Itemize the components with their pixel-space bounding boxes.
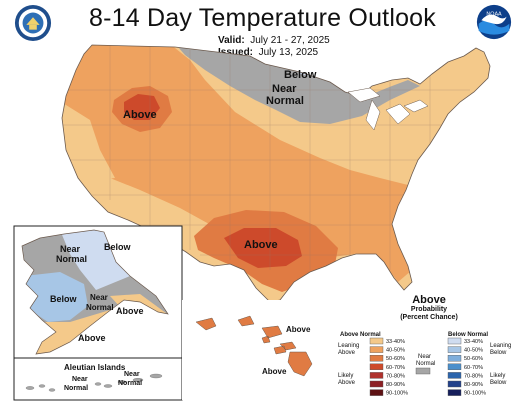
map-title: 8-14 Day Temperature Outlook xyxy=(89,4,436,32)
label-near-north-1: Near xyxy=(272,83,297,95)
label-alaska-near-s-1: Near xyxy=(90,293,108,302)
hawaii-outline xyxy=(195,315,313,377)
legend-above-range-4: 70-80% xyxy=(386,373,405,379)
legend-likely-above-2: Above xyxy=(338,380,356,386)
legend-below-swatch-3 xyxy=(447,363,462,371)
region-above-60-70-south xyxy=(224,228,302,268)
alaska-region-below-sw xyxy=(22,272,88,322)
alaska-outline xyxy=(21,229,169,355)
label-above-west: Above xyxy=(123,109,157,121)
legend-above-swatch-2 xyxy=(369,355,384,362)
hawaii-inset-frame xyxy=(182,300,332,400)
legend-subtitle-2: (Percent Chance) xyxy=(400,314,458,321)
label-aleutian-near-1: Near xyxy=(72,376,88,383)
legend-below-range-6: 90-100% xyxy=(464,391,486,397)
legend-above-range-6: 90-100% xyxy=(386,391,408,397)
valid-dates: July 21 - 27, 2025 xyxy=(250,35,330,46)
legend-above-swatch-3 xyxy=(369,363,384,371)
label-alaska-near-2: Normal xyxy=(56,254,87,264)
legend-leaning-above-2: Above xyxy=(338,350,356,356)
legend-below-swatch-2 xyxy=(447,355,462,362)
aleutian-islands xyxy=(25,373,163,392)
legend-near-normal-1: Near xyxy=(418,354,432,360)
legend-below-range-5: 80-90% xyxy=(464,382,483,388)
legend-below-range-4: 70-80% xyxy=(464,373,483,379)
legend-swatch-near-normal xyxy=(415,367,431,375)
legend: Above Probability (Percent Chance) 33-40… xyxy=(336,294,522,402)
region-near-normal-north xyxy=(172,45,420,124)
legend-below-swatch-6 xyxy=(447,389,462,396)
label-aleutian-title: Aleutian Islands xyxy=(64,363,126,372)
label-near-north-2: Normal xyxy=(266,95,304,107)
legend-above-header: Above Normal xyxy=(340,332,381,338)
noaa-logo-icon: NOAA xyxy=(476,4,512,40)
region-above-60-70-west xyxy=(124,94,160,120)
label-aleutian-near-2: Normal xyxy=(64,385,88,392)
legend-below-header: Below Normal xyxy=(448,332,489,338)
legend-above-range-2: 50-60% xyxy=(386,356,405,362)
legend-above-range-5: 80-90% xyxy=(386,382,405,388)
legend-near-normal-2: Normal xyxy=(416,361,436,367)
label-alaska-near-1: Near xyxy=(60,244,81,254)
legend-above-range-1: 40-50% xyxy=(386,348,405,354)
issued-label: Issued: xyxy=(218,47,254,58)
aleutian-inset-frame xyxy=(13,357,183,401)
region-above-33-40-coast xyxy=(62,100,115,182)
legend-below-swatch-4 xyxy=(447,372,462,379)
label-alaska-above-s: Above xyxy=(78,333,106,343)
label-aleutian-near-3: Near xyxy=(124,371,140,378)
legend-below-swatch-1 xyxy=(447,346,462,353)
legend-likely-below-1: Likely xyxy=(490,373,506,379)
issued-date: July 13, 2025 xyxy=(258,47,319,58)
legend-below-swatch-5 xyxy=(447,380,462,388)
legend-title: Above xyxy=(412,294,446,306)
legend-above-swatch-0 xyxy=(369,337,384,345)
legend-below-range-1: 40-50% xyxy=(464,348,483,354)
legend-above-swatch-4 xyxy=(369,372,384,379)
legend-above-range-3: 60-70% xyxy=(386,365,405,371)
label-hawaii-above-2: Above xyxy=(262,367,287,376)
legend-swatches: 33-40% 40-50% 50-60% 60-70% 70-80% 80-90% 90-1… xyxy=(369,337,486,397)
legend-below-range-3: 60-70% xyxy=(464,365,483,371)
commerce-seal-icon xyxy=(14,4,52,42)
label-hawaii-above-1: Above xyxy=(286,325,311,334)
legend-subtitle-1: Probability xyxy=(410,306,448,313)
date-block: Valid: July 21 - 27, 2025 Issued: July 1… xyxy=(218,35,330,59)
great-lakes xyxy=(347,87,429,131)
svg-text:NOAA: NOAA xyxy=(486,12,502,18)
legend-below-range-2: 50-60% xyxy=(464,356,483,362)
label-alaska-below-sw: Below xyxy=(50,294,78,304)
legend-below-range-0: 33-40% xyxy=(464,339,483,345)
label-aleutian-near-4: Normal xyxy=(118,380,142,387)
valid-label: Valid: xyxy=(218,35,245,46)
legend-leaning-above-1: Leaning xyxy=(338,343,360,349)
legend-above-swatch-1 xyxy=(369,346,384,353)
label-below-north: Below xyxy=(284,69,317,81)
legend-leaning-below-1: Leaning xyxy=(490,343,512,349)
legend-above-range-0: 33-40% xyxy=(386,339,405,345)
label-above-south: Above xyxy=(244,239,278,251)
legend-above-swatch-6 xyxy=(369,389,384,396)
legend-likely-below-2: Below xyxy=(490,380,507,386)
legend-above-swatch-5 xyxy=(369,380,384,388)
legend-leaning-below-2: Below xyxy=(490,350,507,356)
label-alaska-below-ne: Below xyxy=(104,242,132,252)
label-alaska-near-s-2: Normal xyxy=(86,303,114,312)
legend-likely-above-1: Likely xyxy=(338,373,354,379)
label-alaska-above-pen: Above xyxy=(116,306,144,316)
legend-below-swatch-0 xyxy=(447,337,462,345)
